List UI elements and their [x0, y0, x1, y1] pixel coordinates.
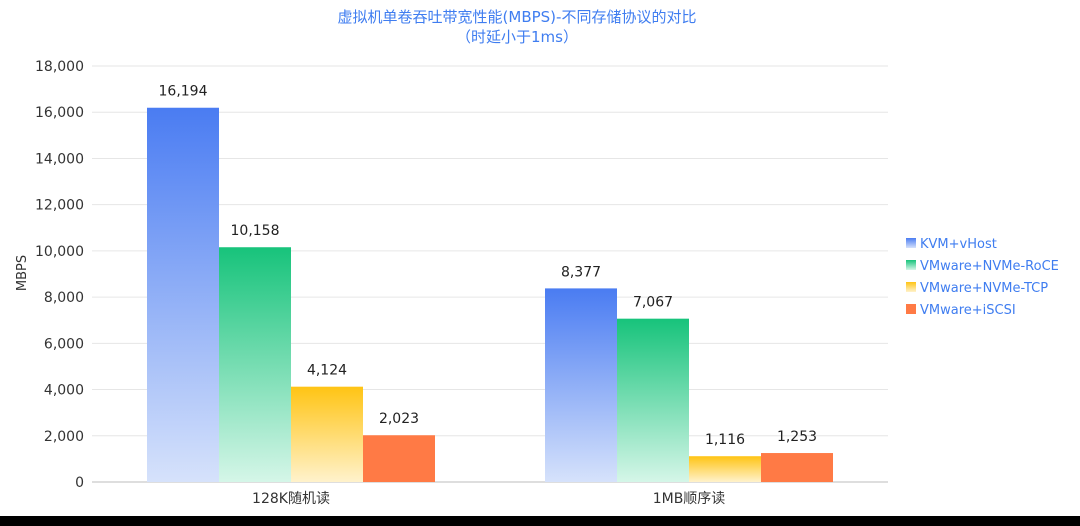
y-tick-label: 16,000	[35, 105, 84, 121]
bars	[147, 107, 833, 482]
data-label: 2,023	[379, 411, 419, 427]
data-label: 8,377	[561, 264, 601, 280]
data-label: 16,194	[159, 84, 208, 100]
x-tick-label: 1MB顺序读	[653, 490, 726, 507]
legend-label[interactable]: VMware+iSCSI	[920, 303, 1016, 318]
y-tick-label: 12,000	[35, 198, 84, 214]
y-axis-ticks: 0 2,000 4,000 6,000 8,000 10,000 12,000 14,000 1…	[35, 59, 84, 491]
bar[interactable]	[545, 288, 617, 482]
legend-swatch[interactable]	[906, 282, 916, 292]
bar[interactable]	[617, 318, 689, 482]
legend-swatch[interactable]	[906, 260, 916, 270]
bar[interactable]	[363, 435, 435, 482]
x-tick-label: 128K随机读	[252, 490, 330, 507]
bar[interactable]	[219, 247, 291, 482]
legend-swatch[interactable]	[906, 304, 916, 314]
chart-title: 虚拟机单卷吞吐带宽性能(MBPS)-不同存储协议的对比	[338, 8, 697, 26]
data-label: 7,067	[633, 295, 673, 311]
data-label: 1,253	[777, 429, 817, 445]
legend-label[interactable]: VMware+NVMe-TCP	[920, 281, 1048, 296]
legend-label[interactable]: VMware+NVMe-RoCE	[920, 259, 1059, 274]
data-labels: 16,194 10,158 4,124 2,023 8,377 7,067 1,116 1,2…	[159, 84, 818, 448]
y-tick-label: 8,000	[44, 290, 84, 306]
data-label: 1,116	[705, 432, 745, 448]
legend-swatch[interactable]	[906, 238, 916, 248]
bar[interactable]	[761, 453, 833, 482]
bar[interactable]	[147, 107, 219, 482]
y-tick-label: 10,000	[35, 244, 84, 260]
y-tick-label: 14,000	[35, 151, 84, 167]
y-tick-label: 0	[75, 475, 84, 491]
bar[interactable]	[689, 456, 761, 482]
y-tick-label: 18,000	[35, 59, 84, 75]
data-label: 10,158	[231, 223, 280, 239]
x-axis-ticks: 128K随机读 1MB顺序读	[252, 490, 725, 507]
y-tick-label: 4,000	[44, 383, 84, 399]
y-tick-label: 6,000	[44, 336, 84, 352]
y-tick-label: 2,000	[44, 429, 84, 445]
data-label: 4,124	[307, 363, 347, 379]
legend[interactable]: KVM+vHost VMware+NVMe-RoCE VMware+NVMe-TCP…	[906, 237, 1059, 318]
legend-label[interactable]: KVM+vHost	[920, 237, 997, 252]
y-axis-title: MBPS	[15, 255, 30, 291]
bar[interactable]	[291, 386, 363, 482]
chart-subtitle: （时延小于1ms）	[456, 28, 578, 46]
